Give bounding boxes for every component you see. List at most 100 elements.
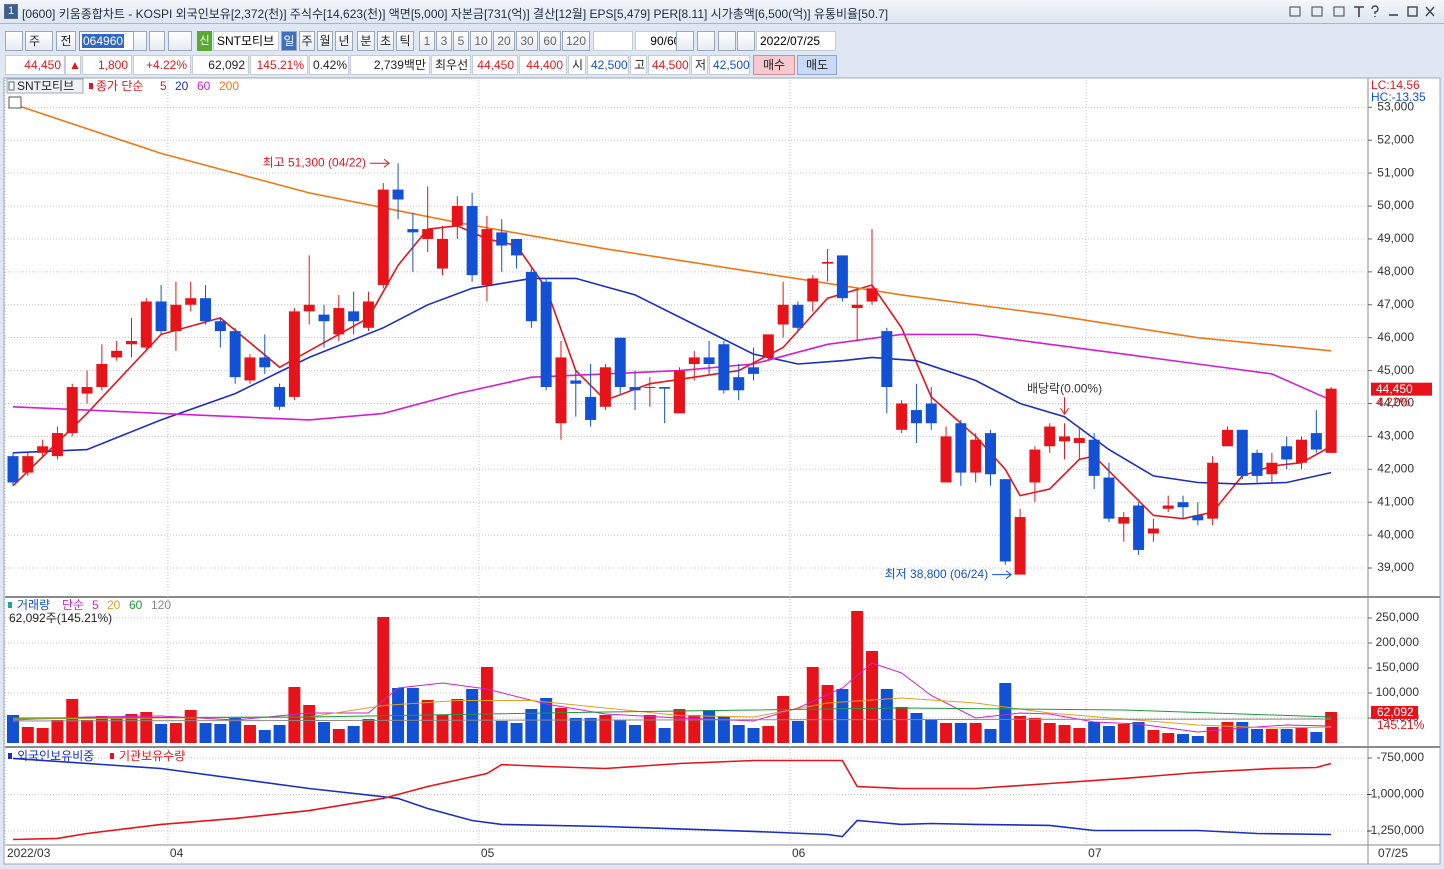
quote-low-label: 저 xyxy=(691,55,708,75)
candle-body xyxy=(66,387,78,434)
quote-high-label: 고 xyxy=(630,55,647,75)
period-button[interactable]: 분 xyxy=(357,31,375,51)
candle-body xyxy=(170,304,182,332)
control-icon[interactable] xyxy=(1311,6,1323,17)
candle-body xyxy=(481,229,493,286)
buy-button[interactable]: 매수 xyxy=(753,55,795,75)
window-controls[interactable] xyxy=(1286,4,1436,20)
annotation: 배당락(0.00%) xyxy=(1027,381,1102,395)
volume-bar xyxy=(1102,726,1115,743)
x-tick-label: 07 xyxy=(1088,846,1102,860)
volume-bar xyxy=(584,718,597,743)
candle-body xyxy=(1192,515,1204,521)
candle-body xyxy=(274,387,286,407)
interval-input[interactable] xyxy=(593,31,633,51)
candle-body xyxy=(51,433,63,457)
candle-body xyxy=(629,387,641,391)
legend-icon xyxy=(8,602,12,608)
period-button[interactable]: 초 xyxy=(377,31,394,51)
line xyxy=(12,757,1332,838)
volume-tag: 62,092 xyxy=(1377,705,1414,719)
sound-button[interactable] xyxy=(168,31,192,51)
tool-icon[interactable] xyxy=(718,31,736,51)
y-tick-label: 150,000 xyxy=(1376,660,1420,674)
volume-bar xyxy=(1073,728,1086,743)
volume-bar xyxy=(554,708,567,743)
candle-body xyxy=(866,288,878,302)
candle-body xyxy=(807,278,819,302)
interval-button[interactable]: 10 xyxy=(470,31,492,51)
volume-bar xyxy=(614,720,627,743)
volume-bar xyxy=(732,725,745,743)
period-button[interactable]: 일 xyxy=(281,31,297,51)
y-tick-label: 43,000 xyxy=(1377,429,1414,443)
y-tick-label: -750,000 xyxy=(1377,750,1425,764)
code-text[interactable]: 064960 xyxy=(82,34,125,48)
y-tick-label: 52,000 xyxy=(1377,132,1414,146)
period-button[interactable]: 주 xyxy=(299,31,315,51)
quote-open-label: 시 xyxy=(568,55,586,75)
interval-button[interactable]: 3 xyxy=(436,31,452,51)
candle-body xyxy=(540,281,552,388)
control-icon[interactable] xyxy=(1371,5,1379,17)
volume-bar xyxy=(836,689,849,743)
y-tick-label: 44,000 xyxy=(1377,396,1414,410)
volume-bar xyxy=(599,715,612,743)
x-tick-label: 04 xyxy=(170,846,184,860)
code-dropdown[interactable] xyxy=(133,31,147,51)
candle-body xyxy=(1147,528,1159,534)
volume-bar xyxy=(569,718,582,743)
candle-body xyxy=(1029,449,1041,483)
volume-bar xyxy=(821,685,834,743)
tool-icon[interactable] xyxy=(676,31,694,51)
period-button[interactable]: 월 xyxy=(317,31,333,51)
interval-button[interactable]: 60 xyxy=(539,31,561,51)
interval-button[interactable]: 1 xyxy=(419,31,435,51)
legend-entry: 20 xyxy=(107,598,121,612)
corner-label: LC:14.56 xyxy=(1371,78,1420,92)
control-icon[interactable] xyxy=(1333,6,1345,17)
maximize[interactable] xyxy=(1407,6,1418,17)
date-input[interactable]: 2022/07/25 xyxy=(756,31,836,51)
change-tag: 4.22% xyxy=(1376,395,1410,409)
interval-button[interactable]: 30 xyxy=(516,31,538,51)
previous-button[interactable]: 전 xyxy=(56,31,76,51)
candle-body xyxy=(348,311,360,322)
candle-body xyxy=(155,301,167,332)
candle-body xyxy=(377,189,389,286)
stock-name[interactable]: SNT모티브 xyxy=(213,31,279,51)
period-select[interactable]: 주 xyxy=(25,31,53,51)
tool-icon[interactable] xyxy=(697,31,715,51)
candle-body xyxy=(511,238,523,256)
tool-icon[interactable] xyxy=(737,31,755,51)
period-button[interactable]: 년 xyxy=(335,31,353,51)
candle-body xyxy=(644,387,656,389)
volume-bar xyxy=(969,723,982,743)
corner-label: HC:-13.35 xyxy=(1371,90,1426,104)
candle-body xyxy=(1266,462,1278,475)
volume-bar xyxy=(747,728,760,743)
interval-button[interactable]: 20 xyxy=(493,31,515,51)
control-icon[interactable] xyxy=(1354,6,1364,17)
y-tick-label: 48,000 xyxy=(1377,264,1414,278)
tool-icon[interactable] xyxy=(5,31,23,51)
search-button[interactable] xyxy=(149,31,165,51)
sell-button[interactable]: 매도 xyxy=(797,55,837,75)
y-tick-label: 250,000 xyxy=(1376,610,1420,624)
line xyxy=(12,277,1332,485)
y-tick-label: 200,000 xyxy=(1376,635,1420,649)
period-button[interactable]: 틱 xyxy=(396,31,414,51)
candle-body xyxy=(1162,505,1174,509)
legend-entry: 5 xyxy=(160,79,167,93)
interval-button[interactable]: 120 xyxy=(562,31,590,51)
close[interactable] xyxy=(1425,6,1435,17)
control-icon[interactable] xyxy=(1289,6,1301,17)
candle-body xyxy=(955,423,967,473)
line xyxy=(12,718,1332,722)
interval-button[interactable]: 5 xyxy=(453,31,469,51)
candle-body xyxy=(318,314,330,322)
candle-body xyxy=(436,238,448,269)
candle-body xyxy=(1251,452,1263,476)
candle-body xyxy=(525,271,537,322)
volume-bar xyxy=(1058,725,1071,743)
